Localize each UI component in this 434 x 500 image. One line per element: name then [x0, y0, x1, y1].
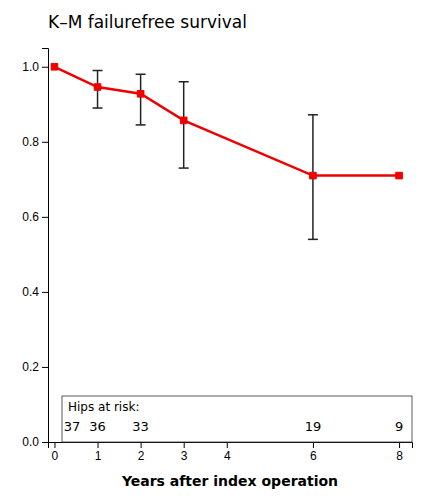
- error-bar: [93, 71, 103, 109]
- y-tick-line: [42, 292, 48, 293]
- x-tick: 1: [95, 442, 102, 463]
- point: [396, 172, 403, 179]
- x-tick-label: 4: [224, 449, 231, 463]
- y-axis-line: [42, 49, 49, 443]
- x-tick-label: 0: [52, 449, 59, 463]
- x-tick-line: [141, 442, 142, 448]
- point: [51, 63, 58, 70]
- error-bar-cap-lower: [308, 239, 318, 241]
- error-bar: [179, 82, 189, 168]
- point: [94, 84, 101, 91]
- y-tick-line: [42, 217, 48, 218]
- at-risk-count: 33: [132, 419, 149, 434]
- error-bar-cap-lower: [93, 107, 103, 109]
- y-tick: 0.8: [22, 135, 48, 149]
- x-tick-line: [54, 442, 55, 448]
- x-tick: 0: [52, 442, 59, 463]
- error-bar-stem: [183, 82, 185, 168]
- x-tick-line: [399, 442, 400, 448]
- error-bar-cap-upper: [308, 114, 318, 116]
- y-tick-label: 0.6: [22, 210, 39, 224]
- x-tick-line: [184, 442, 185, 448]
- y-tick-label: 0.0: [22, 435, 39, 449]
- y-tick-line: [42, 142, 48, 143]
- y-tick-label: 0.8: [22, 135, 39, 149]
- at-risk-box: Hips at risk: 37 36 33 19 9: [62, 396, 412, 442]
- y-tick-label: 0.4: [22, 285, 39, 299]
- title: K–M failurefree survival: [48, 12, 247, 32]
- y-tick: 1.0: [22, 60, 48, 74]
- at-risk-count: 36: [89, 419, 106, 434]
- y-tick: 0.0: [22, 435, 48, 449]
- x-tick: 6: [310, 442, 317, 463]
- y-axis: 0.0 0.2 0.4 0.6 0.8 1.0: [22, 49, 48, 450]
- error-bar-stem: [140, 74, 142, 125]
- x-tick-line: [313, 442, 314, 448]
- x-tick-label: 1: [95, 449, 102, 463]
- at-risk-label: Hips at risk:: [68, 400, 139, 414]
- y-tick-line: [42, 67, 48, 68]
- y-tick: 0.6: [22, 210, 48, 224]
- point: [180, 117, 187, 124]
- chart-container: 0 1 2 3 4 6 8 0.0 0.2 0.4 0.6 0.8 1.0 Hips at risk: 37…: [0, 0, 434, 500]
- error-bar-cap-upper: [93, 70, 103, 72]
- y-tick: 0.4: [22, 285, 48, 299]
- at-risk-count: 19: [305, 419, 322, 434]
- x-tick: 4: [224, 442, 231, 463]
- y-tick-line: [42, 442, 48, 443]
- chart-svg: 0 1 2 3 4 6 8 0.0 0.2 0.4 0.6 0.8 1.0 Hips at risk: 37…: [0, 0, 434, 500]
- x-tick-label: 3: [181, 449, 188, 463]
- error-bar: [136, 74, 146, 125]
- x-axis: 0 1 2 3 4 6 8: [49, 442, 413, 463]
- at-risk-frame: [62, 396, 412, 442]
- at-risk-count: 9: [395, 419, 403, 434]
- plot-area: 0 1 2 3 4 6 8 0.0 0.2 0.4 0.6 0.8 1.0 Hips at risk: 37…: [22, 49, 412, 463]
- x-tick: 8: [396, 442, 403, 463]
- error-bar: [308, 115, 318, 240]
- error-bar-cap-lower: [136, 124, 146, 126]
- at-risk-count: 37: [64, 419, 81, 434]
- y-tick-line: [42, 367, 48, 368]
- x-tick-label: 8: [396, 449, 403, 463]
- y-tick-label: 0.2: [22, 360, 39, 374]
- error-bar-cap-upper: [136, 74, 146, 76]
- marks: [51, 63, 402, 239]
- y-tick-label: 1.0: [22, 60, 39, 74]
- x-tick-line: [98, 442, 99, 448]
- x-axis-line: [49, 443, 413, 449]
- error-bar-cap-lower: [179, 167, 189, 169]
- x-axis-title: Years after index operation: [121, 473, 338, 489]
- point: [310, 172, 317, 179]
- x-tick-label: 2: [138, 449, 145, 463]
- x-tick: 3: [181, 442, 188, 463]
- survival-line: [54, 67, 399, 176]
- x-tick-label: 6: [310, 449, 317, 463]
- x-tick: 2: [138, 442, 145, 463]
- error-bar-cap-upper: [179, 81, 189, 83]
- y-tick: 0.2: [22, 360, 48, 374]
- point: [137, 90, 144, 97]
- x-tick-line: [227, 442, 228, 448]
